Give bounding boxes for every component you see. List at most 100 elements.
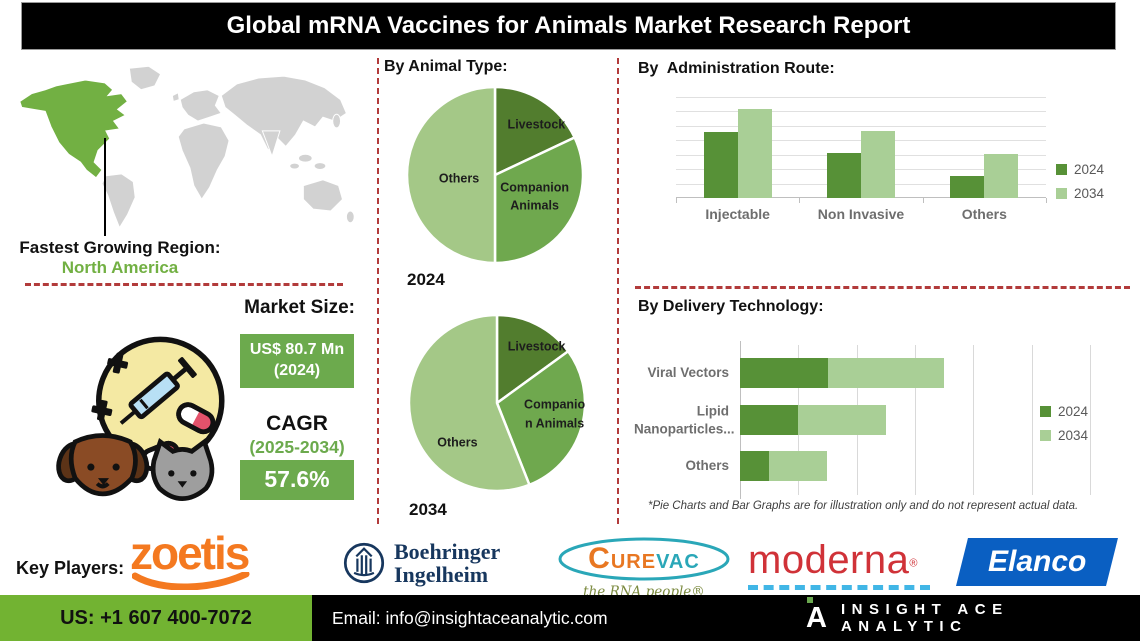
pie-2024-svg bbox=[405, 85, 585, 265]
market-size-heading: Market Size: bbox=[244, 297, 355, 318]
gridline bbox=[676, 97, 1046, 98]
hbar-2024-others bbox=[740, 451, 770, 481]
delivery-technology-title: By Delivery Technology: bbox=[638, 298, 824, 315]
gridline bbox=[915, 345, 916, 495]
world-map bbox=[19, 65, 355, 229]
map-japan bbox=[332, 113, 342, 129]
zoetis-wordmark: zoetis bbox=[130, 527, 250, 579]
footer-phone: US: +1 607 400-7072 bbox=[0, 595, 312, 641]
gridline bbox=[973, 345, 975, 495]
key-players-label: Key Players: bbox=[16, 558, 125, 578]
pie-slice-others bbox=[405, 85, 497, 265]
bar-2024-injectable bbox=[703, 132, 738, 198]
axis-tick bbox=[799, 198, 801, 203]
syringe-icon bbox=[119, 357, 197, 425]
pie-slice-label: Others bbox=[437, 435, 478, 450]
market-size-value-box: US$ 80.7 Mn (2024) bbox=[240, 334, 354, 388]
administration-route-chart: Injectable Non Invasive Others bbox=[676, 97, 1047, 222]
row-label: Others bbox=[685, 458, 729, 474]
category-label: Others bbox=[961, 206, 1007, 222]
legend-swatch-2034 bbox=[1056, 188, 1067, 199]
bar-2034-non-invasive bbox=[861, 131, 895, 198]
map-australia bbox=[302, 179, 344, 212]
divider-right-horizontal bbox=[635, 286, 1130, 289]
divider-vertical-right bbox=[617, 58, 619, 524]
insight-ace-wordmark: INSIGHT ACE ANALYTIC bbox=[840, 601, 1009, 635]
map-island-1 bbox=[298, 153, 313, 163]
pie-chart-2034: Livestock Companio n Animals Others bbox=[407, 313, 587, 493]
legend-item-2024: 2024 bbox=[1040, 404, 1088, 419]
legend-item-2024: 2024 bbox=[1056, 162, 1104, 177]
gridline bbox=[676, 125, 1046, 127]
hbar-2024-viral-vectors bbox=[740, 358, 828, 388]
logo-moderna: moderna® bbox=[748, 540, 930, 590]
cagr-value-box: 57.6% bbox=[240, 460, 354, 500]
map-pointer-line bbox=[104, 138, 106, 236]
cat-icon bbox=[150, 437, 215, 501]
administration-route-title: By Administration Route: bbox=[638, 60, 835, 77]
administration-route-legend: 2024 2034 bbox=[1056, 162, 1104, 201]
divider-left-horizontal bbox=[25, 283, 343, 286]
elanco-wordmark: Elanco bbox=[987, 545, 1087, 578]
pie-chart-2024: Livestock Companion Animals Others bbox=[405, 85, 585, 265]
cross-icon bbox=[107, 352, 129, 374]
boehringer-wordmark-line2: Ingelheim bbox=[394, 562, 489, 588]
row-label: Viral Vectors bbox=[647, 365, 729, 381]
pie-slice-label: Companio n Animals bbox=[524, 397, 586, 430]
map-africa bbox=[177, 122, 230, 201]
animals-medical-icon bbox=[56, 336, 225, 501]
legend-item-2034: 2034 bbox=[1040, 428, 1088, 443]
hbar-2024-lipid-nanoparticles- bbox=[740, 405, 799, 435]
axis-tick bbox=[676, 198, 677, 203]
pie-2034-labels: Livestock Companio n Animals Others bbox=[407, 313, 587, 493]
map-asia bbox=[220, 75, 348, 152]
bar-2034-others bbox=[984, 153, 1019, 198]
pill-capsule-icon bbox=[176, 402, 216, 435]
pie-slice-companion-animals bbox=[495, 350, 587, 487]
delivery-technology-legend: 2024 2034 bbox=[1040, 404, 1088, 443]
chart-disclaimer-footnote: *Pie Charts and Bar Graphs are for illus… bbox=[648, 500, 1079, 512]
fastest-growing-region-value: North America bbox=[61, 258, 179, 277]
insight-ace-a-icon: A bbox=[806, 596, 827, 633]
pie-slice-label: Livestock bbox=[507, 339, 566, 354]
pie-2034-year-label: 2034 bbox=[409, 500, 447, 519]
pie-2024-labels: Livestock Companion Animals Others bbox=[405, 85, 585, 265]
bar-2024-non-invasive bbox=[827, 152, 861, 198]
logo-elanco: Elanco bbox=[956, 538, 1118, 586]
pie-slice-livestock bbox=[495, 313, 570, 405]
map-india bbox=[261, 130, 281, 158]
gridline bbox=[1090, 345, 1091, 495]
zoetis-swoosh-icon bbox=[131, 570, 250, 591]
delivery-technology-chart bbox=[740, 341, 1091, 499]
gridline bbox=[1031, 345, 1033, 495]
curevac-ellipse-icon bbox=[558, 537, 730, 581]
pie-slice-label: Companion Animals bbox=[500, 179, 569, 213]
delivery-technology-row-labels: Viral Vectors Lipid Nanoparticles... Other… bbox=[634, 345, 735, 495]
map-greenland bbox=[128, 65, 162, 91]
pie-slice-label: Livestock bbox=[507, 117, 566, 132]
logo-curevac: CUREVAC the RNA people® bbox=[556, 536, 732, 600]
logo-zoetis: zoetis bbox=[130, 530, 320, 595]
moderna-registered-mark: ® bbox=[909, 557, 918, 570]
legend-item-2034: 2034 bbox=[1056, 186, 1104, 201]
legend-label-2034: 2034 bbox=[1074, 186, 1105, 201]
legend-label-2024: 2024 bbox=[1074, 162, 1105, 177]
page-title: Global mRNA Vaccines for Animals Market … bbox=[21, 2, 1116, 50]
bar-2034-injectable bbox=[737, 109, 772, 198]
cagr-label: CAGR bbox=[266, 412, 328, 435]
hbar-2034-others bbox=[769, 451, 828, 481]
animal-type-title: By Animal Type: bbox=[384, 58, 508, 75]
moderna-wordmark: moderna bbox=[748, 538, 910, 582]
pie-slice-label: Others bbox=[438, 171, 480, 186]
axis-tick bbox=[922, 198, 924, 203]
cross-icon bbox=[91, 399, 113, 421]
category-label: Non Invasive bbox=[817, 206, 905, 222]
hbar-2034-lipid-nanoparticles- bbox=[798, 405, 886, 435]
cagr-period: (2025-2034) bbox=[249, 437, 345, 457]
map-north-america bbox=[19, 79, 129, 179]
moderna-dashed-line-icon bbox=[748, 585, 930, 590]
hbar-2034-viral-vectors bbox=[827, 358, 945, 388]
dog-icon bbox=[56, 433, 150, 497]
curevac-wordmark-mid: URE bbox=[610, 551, 657, 573]
